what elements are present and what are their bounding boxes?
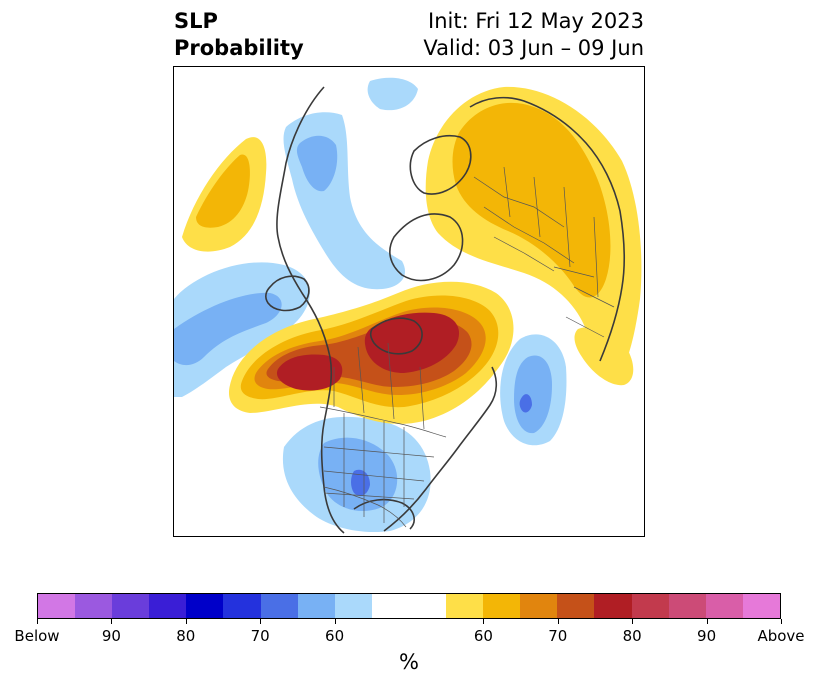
map-svg xyxy=(174,77,642,534)
border-us-states-1 xyxy=(343,413,405,523)
colorbar-swatch xyxy=(742,594,780,618)
colorbar-swatch xyxy=(186,594,224,618)
coast-north-america-east xyxy=(383,366,498,532)
border-europe-2 xyxy=(503,166,599,298)
border-us-canada xyxy=(319,406,447,438)
colorbar-tick-mark xyxy=(558,619,559,624)
colorbar-swatch xyxy=(223,594,261,618)
colorbar-swatch xyxy=(668,594,706,618)
init-date: Init: Fri 12 May 2023 xyxy=(428,9,644,33)
blue-area-greenland xyxy=(367,77,418,111)
blue-area-atlantic-core xyxy=(519,394,532,413)
colorbar-tick-mark xyxy=(186,619,187,624)
above-normal-areas xyxy=(182,86,642,424)
colorbar-swatch xyxy=(446,594,484,618)
colorbar xyxy=(37,593,781,619)
colorbar-tick-mark xyxy=(260,619,261,624)
colorbar-swatch xyxy=(334,594,372,618)
coast-eurasia-north xyxy=(469,96,625,362)
date-info: Init: Fri 12 May 2023 Valid: 03 Jun – 09… xyxy=(423,8,644,62)
coast-gulf-mexico xyxy=(353,498,415,530)
coast-alaska xyxy=(265,275,310,312)
blue-area-arctic-mid xyxy=(296,135,338,192)
border-us-states-2 xyxy=(323,446,435,500)
colorbar-swatch xyxy=(371,594,409,618)
colorbar-swatch xyxy=(38,594,76,618)
colorbar-tick-label: Below xyxy=(14,627,60,645)
colorbar-tick-label: 60 xyxy=(325,627,345,645)
colorbar-tick-mark xyxy=(483,619,484,624)
border-europe-1 xyxy=(473,176,575,272)
blue-area-north-america-core xyxy=(351,469,370,496)
map-title: SLP Probability xyxy=(174,8,304,62)
colorbar-tick-label: 70 xyxy=(250,627,270,645)
colorbar-swatch xyxy=(149,594,187,618)
colorbar-swatch xyxy=(408,594,447,618)
coast-greenland xyxy=(389,213,464,282)
title-line-1: SLP xyxy=(174,9,218,33)
red-area-east xyxy=(364,312,460,373)
yellow-area-atlantic-south xyxy=(574,326,634,386)
orange-area-eurasia xyxy=(452,102,611,298)
colorbar-swatch xyxy=(75,594,113,618)
colorbar-tick-mark xyxy=(781,619,782,624)
blue-area-atlantic-mid xyxy=(514,355,552,434)
colorbar-tick-label: 70 xyxy=(548,627,568,645)
colorbar-tick-label: 90 xyxy=(101,627,121,645)
colorbar-swatch xyxy=(483,594,521,618)
colorbar-swatch xyxy=(112,594,150,618)
coast-europe xyxy=(409,135,472,195)
red-area-west xyxy=(276,354,343,391)
probability-map xyxy=(173,66,645,537)
colorbar-swatch xyxy=(520,594,558,618)
orange-area-pacific xyxy=(196,154,250,228)
colorbar-tick-label: 90 xyxy=(697,627,717,645)
colorbar-tick-label: 60 xyxy=(473,627,493,645)
border-canada-provinces xyxy=(333,342,425,430)
colorbar-unit: % xyxy=(399,650,419,674)
colorbar-swatch xyxy=(557,594,595,618)
colorbar-swatch xyxy=(631,594,669,618)
colorbar-tick-label: 80 xyxy=(622,627,642,645)
coastlines xyxy=(265,86,625,534)
colorbar-tick-label: Above xyxy=(757,627,805,645)
valid-range: Valid: 03 Jun – 09 Jun xyxy=(423,36,644,60)
coast-north-america-west xyxy=(276,86,345,534)
colorbar-tick-mark xyxy=(37,619,38,624)
colorbar-tick-mark xyxy=(632,619,633,624)
colorbar-tick-mark xyxy=(707,619,708,624)
colorbar-tick-mark xyxy=(111,619,112,624)
blue-area-arctic xyxy=(283,112,406,290)
political-borders xyxy=(319,166,615,528)
border-us-mexico xyxy=(323,486,407,528)
colorbar-tick-label: 80 xyxy=(176,627,196,645)
colorbar-swatch xyxy=(297,594,335,618)
blue-area-pacific-mid xyxy=(174,292,282,366)
border-asia xyxy=(553,266,615,338)
colorbar-tick-mark xyxy=(335,619,336,624)
colorbar-swatch xyxy=(705,594,743,618)
title-line-2: Probability xyxy=(174,36,304,60)
colorbar-swatch xyxy=(260,594,298,618)
colorbar-swatch xyxy=(594,594,632,618)
coast-hudson-bay xyxy=(369,317,423,355)
